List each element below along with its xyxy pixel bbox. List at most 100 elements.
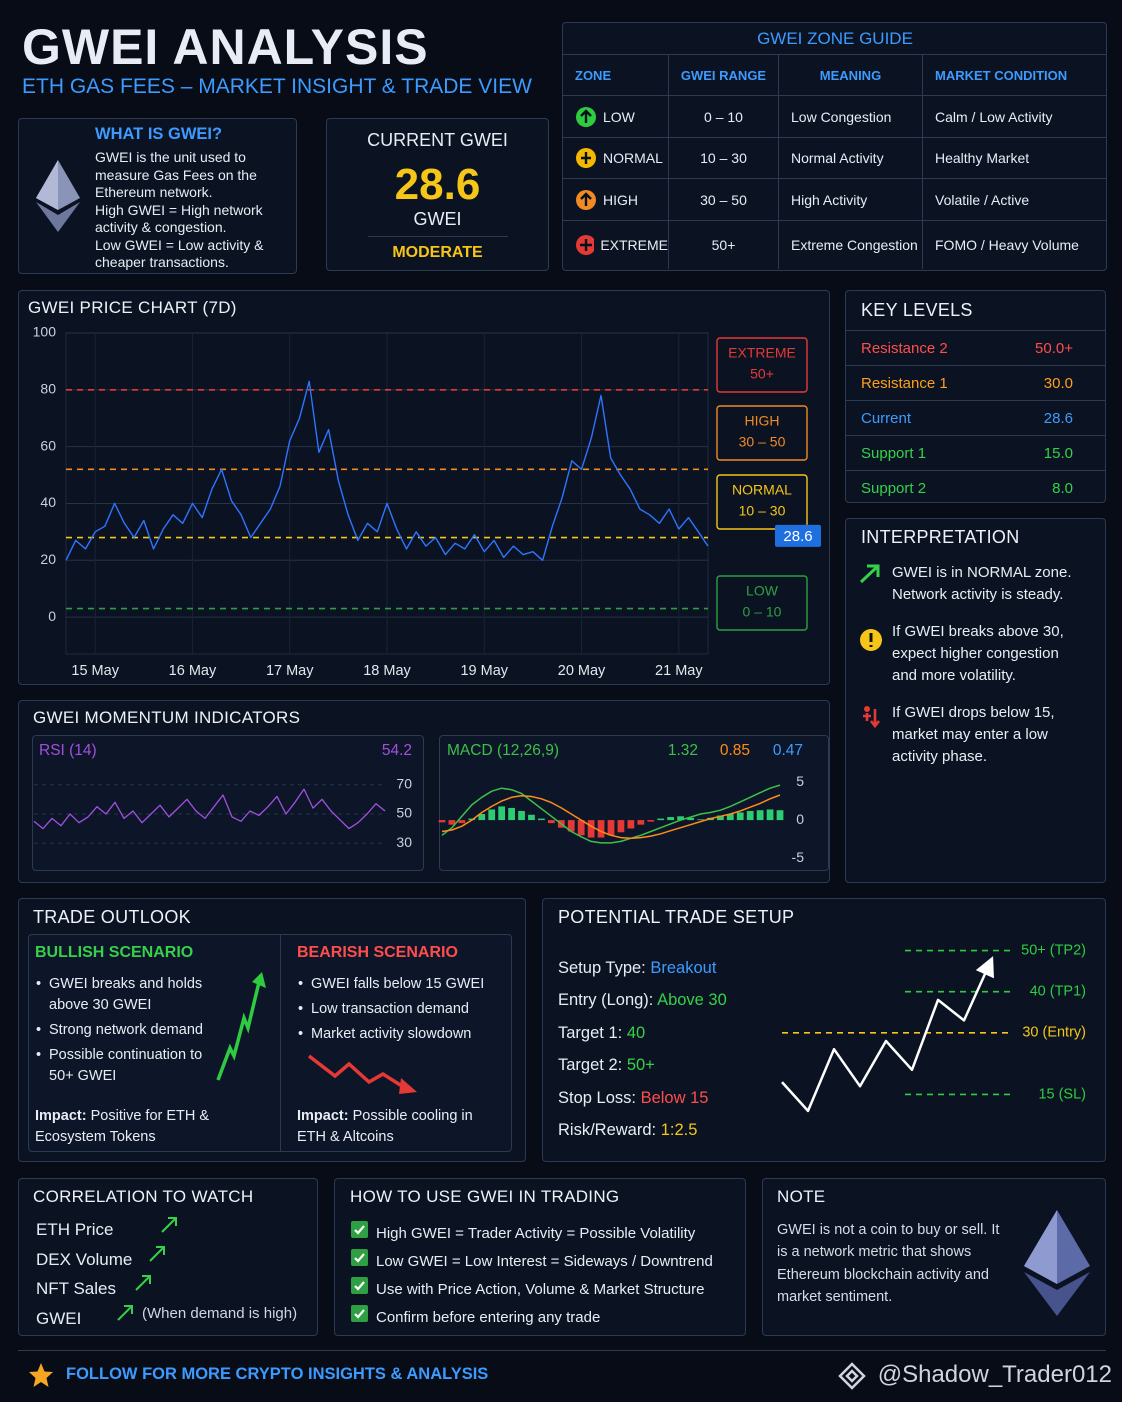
how-to-item: Use with Price Action, Volume & Market S… bbox=[376, 1281, 705, 1298]
bullish-points: GWEI breaks and holds above 30 GWEI Stro… bbox=[35, 974, 220, 1087]
setup-row: Stop Loss: Below 15 bbox=[558, 1082, 727, 1114]
setup-list: Setup Type: Breakout Entry (Long): Above… bbox=[558, 952, 727, 1146]
trade-outlook-title: TRADE OUTLOOK bbox=[33, 907, 191, 927]
zone-cell: EXTREME bbox=[563, 221, 669, 269]
correlation-note: (When demand is high) bbox=[142, 1305, 298, 1322]
setup-row: Setup Type: Breakout bbox=[558, 952, 727, 984]
setup-label: Risk/Reward: bbox=[558, 1121, 657, 1140]
zone-condition: FOMO / Heavy Volume bbox=[935, 237, 1079, 253]
current-title: CURRENT GWEI bbox=[367, 130, 508, 150]
divider bbox=[368, 236, 508, 237]
zone-icon bbox=[576, 106, 596, 127]
key-levels-title: KEY LEVELS bbox=[861, 300, 973, 320]
key-levels: KEY LEVELS Resistance 2 50.0+ Resistance … bbox=[845, 290, 1106, 503]
bullet: Low transaction demand bbox=[297, 999, 502, 1020]
setup-value: Below 15 bbox=[640, 1088, 709, 1107]
level-value: 15.0 bbox=[1043, 445, 1073, 462]
how-to-title: HOW TO USE GWEI IN TRADING bbox=[350, 1187, 620, 1206]
zone-range: 0 – 10 bbox=[669, 96, 779, 138]
level-row: Current 28.6 bbox=[846, 400, 1105, 435]
impact-label: Impact: bbox=[297, 1108, 349, 1124]
setup-row: Target 2: 50+ bbox=[558, 1049, 727, 1081]
level-row: Resistance 1 30.0 bbox=[846, 365, 1105, 400]
zone-name: NORMAL bbox=[603, 150, 663, 166]
zone-range: 30 – 50 bbox=[669, 179, 779, 221]
level-value: 30.0 bbox=[1043, 375, 1073, 392]
what-is-line: GWEI is the unit used to measure Gas Fee… bbox=[95, 149, 257, 200]
current-unit: GWEI bbox=[413, 209, 462, 229]
zone-cell: LOW bbox=[563, 96, 669, 138]
divider bbox=[18, 1350, 1106, 1351]
bullet: Possible continuation to 50+ GWEI bbox=[35, 1045, 220, 1087]
bearish-points: GWEI falls below 15 GWEI Low transaction… bbox=[297, 974, 502, 1045]
zone-name: EXTREME bbox=[600, 237, 668, 253]
setup-row: Entry (Long): Above 30 bbox=[558, 984, 727, 1016]
correlation-title: CORRELATION TO WATCH bbox=[33, 1187, 254, 1206]
correlation-item: GWEI bbox=[36, 1308, 82, 1328]
how-to-item: Low GWEI = Low Interest = Sideways / Dow… bbox=[376, 1253, 713, 1270]
level-label: Support 1 bbox=[861, 445, 927, 462]
zone-name: LOW bbox=[603, 108, 635, 125]
zone-meaning: Extreme Congestion bbox=[779, 221, 923, 269]
note-text: GWEI is not a coin to buy or sell. It is… bbox=[777, 1222, 1000, 1305]
zone-meaning: Low Congestion bbox=[779, 96, 923, 138]
setup-value: 1:2.5 bbox=[660, 1121, 698, 1140]
interpretation-item: If GWEI breaks above 30, expect higher c… bbox=[892, 623, 1064, 684]
setup-label: Stop Loss: bbox=[558, 1088, 636, 1107]
impact-text: Positive for ETH & Ecosystem Tokens bbox=[35, 1108, 210, 1145]
bearish-title: BEARISH SCENARIO bbox=[297, 944, 458, 961]
logo-icon bbox=[838, 1362, 866, 1390]
bullet: Strong network demand bbox=[35, 1020, 220, 1041]
correlation-item: DEX Volume bbox=[36, 1249, 133, 1269]
level-value: 8.0 bbox=[1052, 480, 1073, 497]
chart-title: GWEI PRICE CHART (7D) bbox=[28, 298, 237, 317]
bear-arrow bbox=[307, 1054, 417, 1094]
bullish-title: BULLISH SCENARIO bbox=[35, 944, 194, 961]
setup-row: Risk/Reward: 1:2.5 bbox=[558, 1114, 727, 1146]
zone-icon bbox=[576, 148, 596, 168]
bearish-impact: Impact: Possible cooling in ETH & Altcoi… bbox=[297, 1106, 502, 1148]
how-to bbox=[334, 1178, 746, 1336]
what-is-title: WHAT IS GWEI? bbox=[95, 125, 223, 143]
interpretation-item: If GWEI drops below 15, market may enter… bbox=[892, 704, 1055, 765]
down-icon bbox=[863, 706, 881, 729]
momentum-title: GWEI MOMENTUM INDICATORS bbox=[33, 708, 301, 727]
setup-value: Breakout bbox=[650, 959, 717, 977]
macd-box bbox=[439, 735, 829, 871]
impact-text: Possible cooling in ETH & Altcoins bbox=[297, 1108, 473, 1145]
correlation-item: ETH Price bbox=[36, 1220, 114, 1239]
what-is-text: GWEI is the unit used to measure Gas Fee… bbox=[95, 149, 285, 272]
how-to-item: Confirm before entering any trade bbox=[376, 1309, 601, 1326]
note-title: NOTE bbox=[777, 1187, 826, 1206]
setup-label: Setup Type: bbox=[558, 959, 646, 977]
footer-handle: @Shadow_Trader012 bbox=[877, 1361, 1112, 1388]
bullet: GWEI falls below 15 GWEI bbox=[297, 974, 502, 995]
footer-cta: FOLLOW FOR MORE CRYPTO INSIGHTS & ANALYS… bbox=[66, 1365, 489, 1383]
page-title: GWEI ANALYSIS bbox=[22, 19, 429, 75]
price-chart-panel bbox=[18, 290, 830, 685]
zone-guide: GWEI ZONE GUIDE ZONE GWEI RANGE MEANING … bbox=[562, 22, 1107, 271]
level-row: Support 2 8.0 bbox=[846, 470, 1105, 502]
zone-condition: Healthy Market bbox=[923, 138, 1106, 179]
level-label: Support 2 bbox=[861, 480, 927, 497]
zone-condition: Calm / Low Activity bbox=[923, 96, 1106, 138]
zone-condition: Volatile / Active bbox=[923, 179, 1106, 221]
level-value: 28.6 bbox=[1043, 410, 1073, 427]
zone-range: 50+ bbox=[669, 221, 779, 269]
how-to-list: High GWEI = Trader Activity = Possible V… bbox=[376, 1220, 713, 1332]
level-label: Resistance 2 bbox=[861, 340, 948, 357]
zone-icon bbox=[576, 235, 595, 255]
trade-setup-title: POTENTIAL TRADE SETUP bbox=[558, 907, 795, 927]
eth-icon bbox=[1024, 1210, 1090, 1316]
correlation bbox=[18, 1178, 318, 1336]
what-is-line: High GWEI = High network activity & cong… bbox=[95, 201, 263, 236]
zone-name: HIGH bbox=[603, 191, 638, 208]
up-icon bbox=[859, 564, 880, 584]
column-header: MARKET CONDITION bbox=[923, 55, 1106, 96]
interpretation-item: GWEI is in NORMAL zone. Network activity… bbox=[892, 564, 1072, 603]
setup-row: Target 1: 40 bbox=[558, 1017, 727, 1049]
zone-meaning: Normal Activity bbox=[779, 138, 923, 179]
bullet: GWEI breaks and holds above 30 GWEI bbox=[35, 974, 220, 1016]
setup-label: Target 1: bbox=[558, 1023, 623, 1042]
